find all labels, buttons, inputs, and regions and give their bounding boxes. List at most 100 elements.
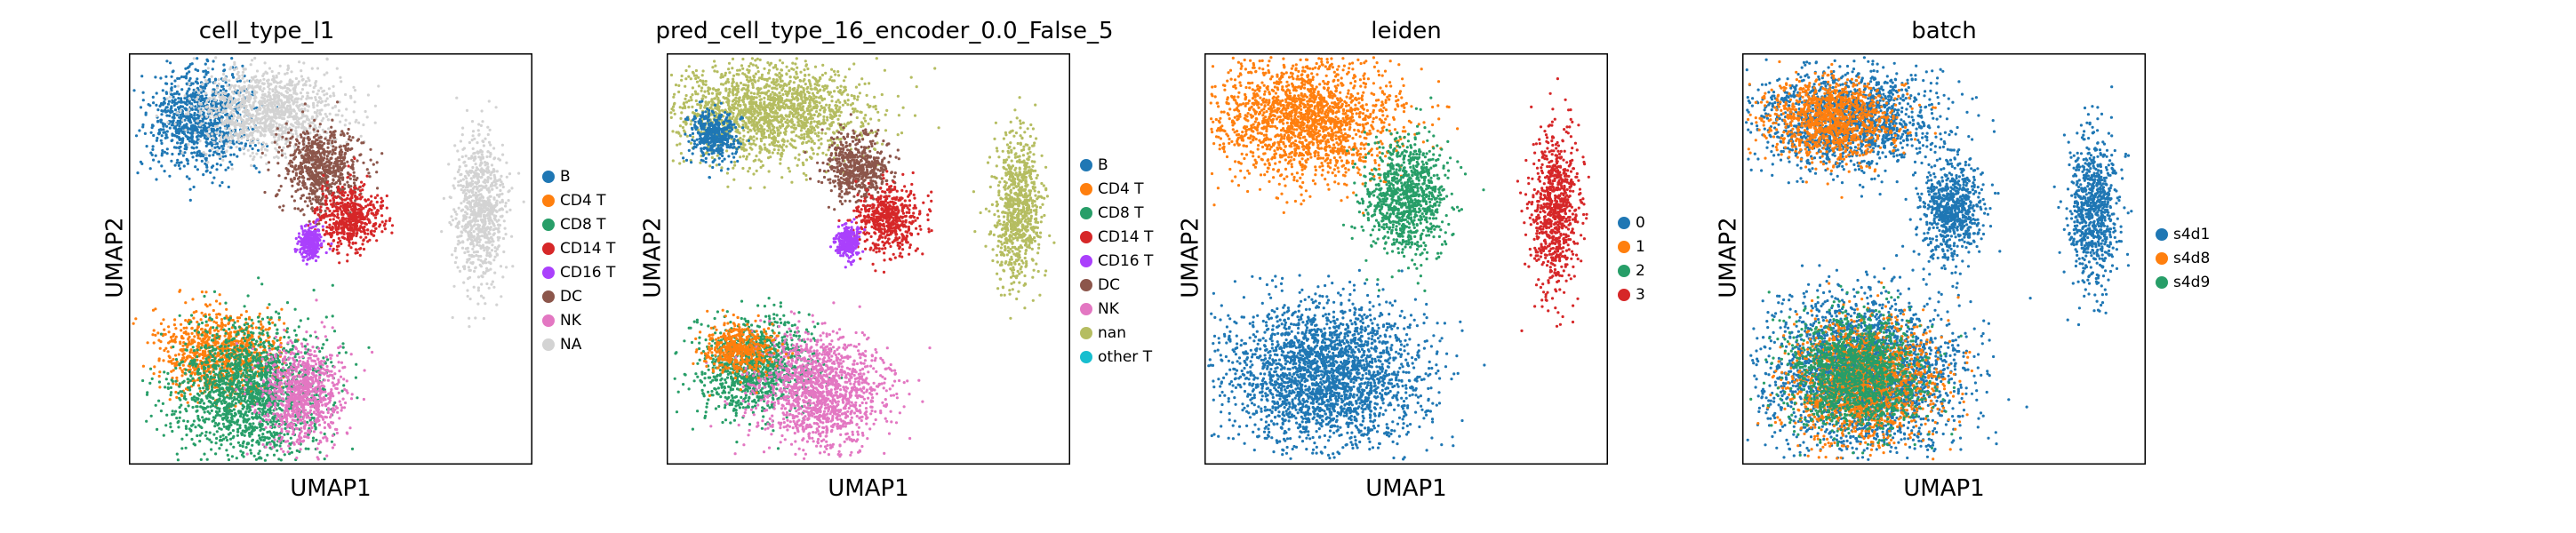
scatter-point	[346, 196, 349, 201]
scatter-point	[452, 184, 455, 187]
scatter-point	[170, 87, 173, 91]
scatter-point	[240, 137, 244, 140]
scatter-point	[495, 186, 499, 189]
scatter-point	[180, 131, 185, 134]
scatter-point	[359, 235, 363, 239]
scatter-point	[323, 73, 326, 76]
scatter-point	[204, 79, 207, 83]
scatter-point	[277, 123, 281, 127]
scatter-point	[226, 84, 229, 88]
scatter-point	[260, 145, 264, 149]
scatter-point	[211, 132, 214, 136]
scatter-point	[362, 227, 365, 231]
scatter-point	[252, 157, 255, 162]
scatter-point	[231, 117, 235, 121]
scatter-point	[322, 228, 325, 232]
scatter-point	[214, 92, 218, 96]
scatter-point	[275, 132, 278, 136]
scatter-point	[237, 76, 241, 80]
scatter-point	[305, 170, 308, 173]
scatter-point	[204, 84, 207, 88]
scatter-point	[308, 178, 311, 181]
scatter-point	[255, 69, 260, 73]
scatter-point	[182, 352, 186, 355]
scatter-point	[320, 179, 324, 183]
scatter-point	[352, 110, 356, 114]
scatter-point	[340, 133, 343, 137]
scatter-point	[185, 91, 188, 95]
scatter-point	[329, 131, 332, 134]
scatter-point	[214, 299, 219, 303]
scatter-point	[188, 83, 191, 86]
scatter-point	[190, 146, 194, 149]
scatter-point	[196, 77, 199, 81]
scatter-point	[492, 259, 496, 262]
scatter-point	[474, 163, 477, 166]
scatter-point	[228, 85, 232, 89]
scatter-point	[227, 92, 230, 96]
scatter-point	[174, 327, 178, 330]
scatter-point	[206, 67, 210, 70]
scatter-point	[332, 138, 337, 141]
scatter-point	[325, 58, 329, 61]
scatter-point	[203, 136, 206, 139]
scatter-point	[461, 178, 465, 181]
scatter-point	[244, 104, 248, 107]
scatter-point	[291, 179, 294, 183]
scatter-point	[300, 166, 303, 170]
scatter-point	[326, 232, 330, 235]
scatter-point	[486, 176, 491, 179]
scatter-point	[469, 231, 473, 235]
scatter-point	[380, 196, 383, 200]
scatter-point	[300, 135, 303, 139]
scatter-point	[481, 225, 484, 228]
scatter-point	[340, 153, 343, 156]
scatter-point	[188, 119, 192, 123]
scatter-point	[233, 132, 236, 136]
scatter-point	[220, 84, 223, 88]
scatter-point	[297, 235, 300, 239]
scatter-point	[272, 109, 276, 113]
scatter-point	[191, 127, 195, 131]
scatter-point	[314, 254, 317, 258]
scatter-point	[175, 376, 179, 379]
scatter-point	[184, 301, 188, 305]
scatter-point	[330, 185, 333, 188]
scatter-point	[302, 236, 307, 240]
scatter-point	[193, 111, 196, 115]
scatter-point	[316, 104, 319, 107]
scatter-point	[476, 275, 481, 279]
scatter-point	[262, 77, 266, 81]
scatter-point	[297, 80, 300, 84]
scatter-point	[468, 325, 471, 329]
scatter-point	[212, 141, 216, 145]
scatter-point	[227, 124, 230, 128]
scatter-point	[482, 213, 486, 217]
scatter-point	[315, 249, 318, 252]
scatter-point	[471, 130, 476, 133]
scatter-point	[151, 124, 155, 128]
scatter-point	[171, 132, 174, 136]
scatter-point	[224, 81, 228, 84]
scatter-point	[174, 335, 178, 338]
scatter-point	[211, 141, 214, 145]
scatter-point	[201, 120, 204, 123]
scatter-point	[301, 139, 305, 143]
scatter-point	[369, 147, 372, 151]
scatter-point	[352, 223, 356, 227]
scatter-point	[233, 124, 236, 128]
scatter-point	[277, 146, 281, 149]
scatter-point	[249, 139, 252, 142]
scatter-point	[290, 84, 293, 87]
scatter-point	[500, 295, 503, 298]
scatter-point	[362, 141, 365, 145]
scatter-point	[196, 384, 201, 387]
scatter-point	[304, 80, 308, 84]
scatter-point	[500, 192, 504, 195]
scatter-point	[338, 100, 341, 104]
scatter-point	[164, 75, 168, 78]
scatter-point	[339, 145, 342, 148]
scatter-point	[155, 103, 158, 107]
scatter-point	[332, 169, 336, 173]
scatter-point	[468, 195, 471, 199]
